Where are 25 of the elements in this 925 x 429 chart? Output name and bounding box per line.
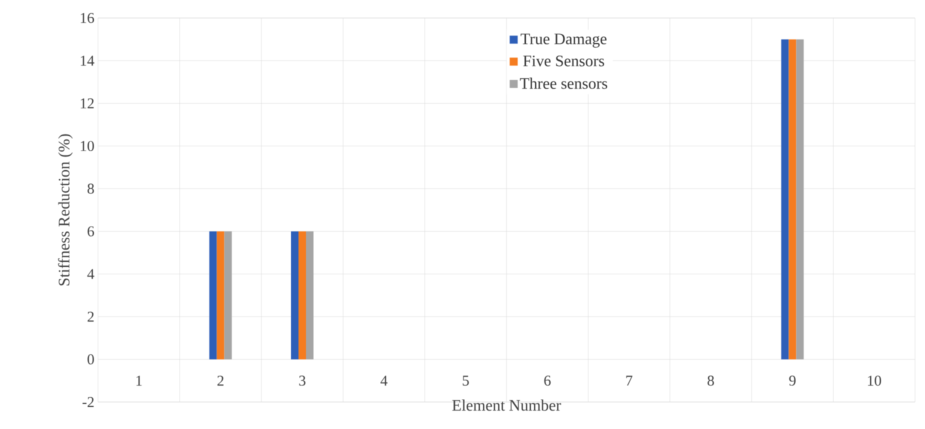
x-tick-label: 2 xyxy=(217,376,224,386)
y-axis-title: Stiffness Reduction (%) xyxy=(58,134,73,286)
y-tick-label: 10 xyxy=(80,140,94,152)
x-tick-label: 5 xyxy=(462,376,469,386)
y-tick-label: 16 xyxy=(80,12,94,24)
x-tick-label: 7 xyxy=(626,376,632,386)
x-tick-label: 8 xyxy=(708,376,714,386)
legend-label: True Damage xyxy=(520,34,606,48)
x-tick-label: 4 xyxy=(380,376,388,386)
legend-label: Three sensors xyxy=(520,78,608,89)
y-tick-label: 14 xyxy=(80,56,94,66)
y-tick-label: 8 xyxy=(88,184,94,194)
x-tick-label: 6 xyxy=(544,376,551,386)
x-tick-label: 10 xyxy=(868,376,882,386)
x-tick-label: 9 xyxy=(789,376,796,386)
y-tick-label: 2 xyxy=(88,312,94,322)
legend-label: Five Sensors xyxy=(523,56,604,66)
x-tick-label: 3 xyxy=(299,376,306,386)
x-tick-label: 1 xyxy=(136,376,142,386)
x-axis-title: Element Number xyxy=(452,400,562,411)
y-tick-label: 4 xyxy=(87,269,94,279)
y-tick-label: 0 xyxy=(88,354,94,364)
y-tick-label: -2 xyxy=(82,397,94,407)
y-tick-label: 12 xyxy=(80,98,94,108)
y-tick-label: 6 xyxy=(88,226,94,236)
